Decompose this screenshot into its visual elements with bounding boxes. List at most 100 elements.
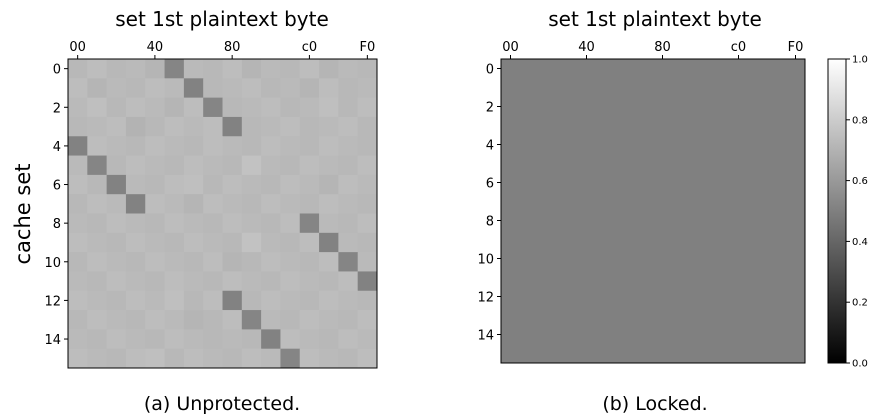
heatmap-cell <box>241 174 262 195</box>
heatmap-cell <box>319 174 339 195</box>
heatmap-cell <box>767 306 787 326</box>
heatmap-cell <box>729 249 749 269</box>
heatmap-cell <box>261 136 281 156</box>
heatmap-cell <box>786 211 806 231</box>
heatmap-cell <box>164 232 185 253</box>
heatmap-cell <box>319 213 339 234</box>
heatmap-cell <box>729 287 749 307</box>
heatmap-cell <box>577 287 597 307</box>
heatmap-cell <box>222 232 243 253</box>
heatmap-cell <box>634 154 654 174</box>
heatmap-cell <box>634 116 654 136</box>
heatmap-cell <box>539 306 559 326</box>
heatmap-cell <box>653 211 673 231</box>
heatmap-cell <box>653 59 673 79</box>
heatmap-cell <box>672 344 692 364</box>
heatmap-cell <box>68 136 88 156</box>
heatmap-cell <box>558 287 578 307</box>
heatmap-cell <box>520 325 540 345</box>
heatmap-cell <box>106 78 127 99</box>
heatmap-cell <box>729 135 749 155</box>
heatmap-cell <box>299 310 320 330</box>
heatmap-cell <box>357 290 378 311</box>
heatmap-cell <box>125 97 146 118</box>
heatmap-cell <box>164 78 185 99</box>
heatmap-cell <box>672 211 692 231</box>
heatmap-cell <box>748 211 768 231</box>
heatmap-cell <box>520 192 540 212</box>
heatmap-cell <box>106 59 127 79</box>
heatmap-cell <box>106 213 127 234</box>
heatmap-cell <box>710 344 730 364</box>
heatmap-cell <box>710 287 730 307</box>
y-tick-label: 0 <box>53 63 61 78</box>
heatmap-cell <box>634 287 654 307</box>
heatmap-cell <box>87 116 108 137</box>
heatmap-cell <box>615 268 635 288</box>
heatmap-cell <box>634 97 654 117</box>
heatmap-cell <box>596 287 616 307</box>
heatmap-cell <box>203 271 223 292</box>
y-tick-label: 2 <box>53 101 61 116</box>
heatmap-cell <box>653 249 673 269</box>
heatmap-cell <box>87 97 108 118</box>
heatmap-cell <box>261 271 281 292</box>
heatmap-cell <box>222 174 243 195</box>
heatmap-cell <box>520 154 540 174</box>
heatmap-cell <box>501 287 521 307</box>
heatmap-cell <box>596 135 616 155</box>
heatmap-cell <box>280 59 301 79</box>
heatmap-cell <box>691 173 711 193</box>
heatmap-cell <box>729 173 749 193</box>
heatmap-cell <box>558 344 578 364</box>
heatmap-cell <box>558 325 578 345</box>
heatmap-cell <box>767 249 787 269</box>
x-tick-label: F0 <box>359 40 375 55</box>
heatmap-cell <box>68 290 88 311</box>
heatmap-cell <box>183 116 204 137</box>
heatmap-cell <box>261 78 281 99</box>
heatmap-cell <box>299 329 320 350</box>
heatmap-cell <box>710 268 730 288</box>
heatmap-cell <box>672 306 692 326</box>
heatmap-cell <box>729 97 749 117</box>
heatmap-cell <box>520 230 540 250</box>
heatmap-cell <box>145 194 165 214</box>
heatmap-cell <box>786 135 806 155</box>
heatmap-cell <box>653 78 673 98</box>
heatmap-cell <box>357 213 378 234</box>
x-tick-label: c0 <box>302 40 317 55</box>
heatmap-cell <box>241 329 262 350</box>
heatmap-cell <box>786 306 806 326</box>
heatmap-cell <box>748 154 768 174</box>
heatmap-cell <box>539 59 559 79</box>
heatmap-cell <box>164 348 185 369</box>
heatmap-cell <box>520 306 540 326</box>
heatmap-cell <box>338 290 359 311</box>
heatmap-cell <box>520 97 540 117</box>
heatmap-cell <box>68 174 88 195</box>
colorbar: 0.0 0.2 0.4 0.6 0.8 1.0 <box>827 55 868 370</box>
heatmap-cell <box>261 290 281 311</box>
heatmap-cell <box>767 211 787 231</box>
heatmap-cell <box>767 268 787 288</box>
heatmap-cell <box>634 135 654 155</box>
heatmap-cell <box>653 287 673 307</box>
heatmap-cell <box>691 306 711 326</box>
heatmap-cell <box>164 59 185 79</box>
heatmap-cell <box>299 174 320 195</box>
heatmap-cell <box>501 211 521 231</box>
heatmap-cell <box>577 211 597 231</box>
heatmap-cell <box>672 97 692 117</box>
heatmap-cell <box>106 194 127 214</box>
heatmap-cell <box>577 97 597 117</box>
heatmap-cell <box>672 116 692 136</box>
heatmap-cell <box>558 154 578 174</box>
heatmap-cell <box>222 97 243 118</box>
heatmap-cell <box>691 211 711 231</box>
heatmap-cell <box>145 155 165 176</box>
plot-frame-b <box>500 58 806 364</box>
heatmap-cell <box>558 249 578 269</box>
heatmap-cell <box>183 310 204 330</box>
heatmap-cell <box>672 192 692 212</box>
